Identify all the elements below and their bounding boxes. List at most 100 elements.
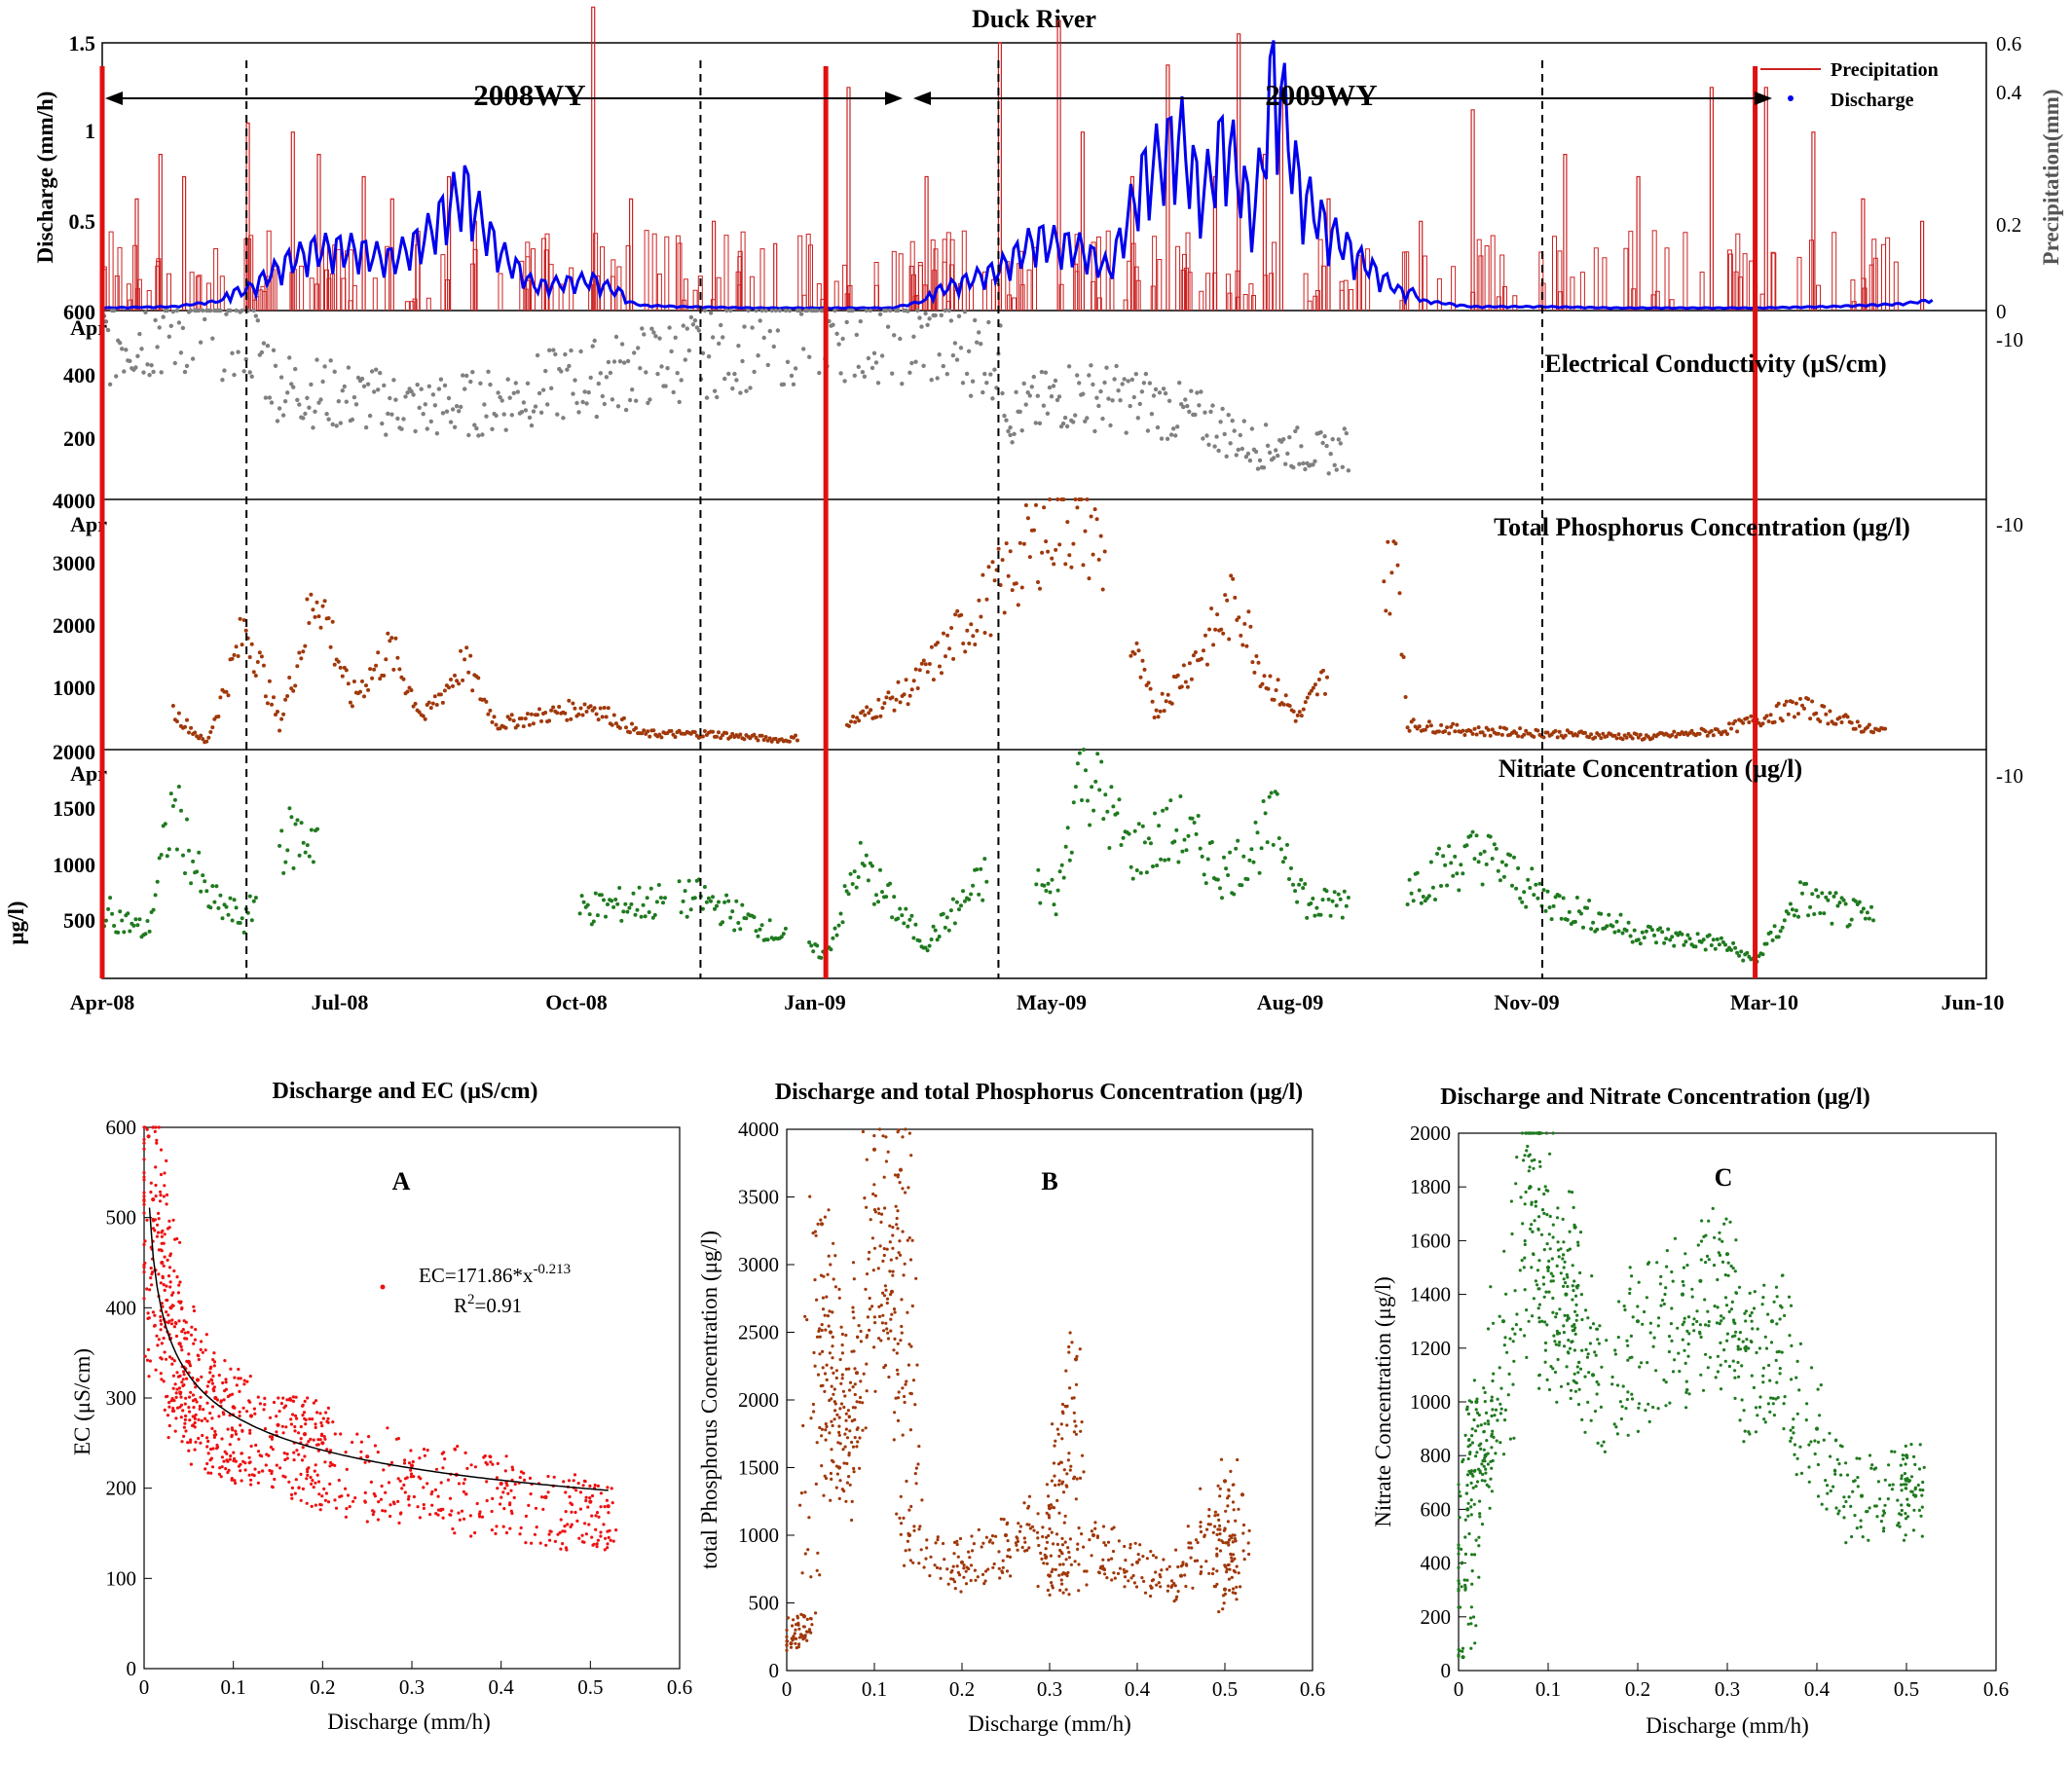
data-point [380, 421, 385, 426]
data-point [752, 369, 757, 375]
scatter-point [895, 1512, 899, 1516]
precip-bar [723, 235, 729, 311]
data-point [1128, 864, 1133, 869]
data-point [767, 918, 772, 923]
scatter-point [1744, 1319, 1748, 1323]
data-point [1061, 497, 1066, 501]
data-point [950, 897, 955, 901]
data-point [135, 923, 140, 928]
scatter-point [1530, 1158, 1534, 1162]
scatter-point [905, 1479, 908, 1484]
data-point [700, 734, 705, 739]
data-point [1055, 888, 1060, 893]
scatter-point [908, 1428, 913, 1432]
scatter-point [352, 1499, 355, 1503]
data-point [378, 370, 383, 376]
scatter-point [791, 1638, 795, 1642]
scatter-point [1001, 1559, 1005, 1563]
scatter-point [153, 1323, 157, 1328]
data-point [569, 348, 574, 353]
data-point [948, 908, 953, 913]
data-point [1034, 882, 1039, 887]
data-point [500, 398, 504, 403]
scatter-point [839, 1381, 843, 1385]
scatter-point [234, 1432, 239, 1436]
scatter-point [1057, 1479, 1061, 1483]
data-point [619, 342, 625, 347]
scatter-point [865, 1205, 869, 1209]
data-point [1130, 876, 1135, 881]
data-point [892, 333, 897, 338]
x-tick-label: 0.5 [1212, 1677, 1238, 1701]
scatter-point [1661, 1299, 1665, 1303]
data-point [166, 334, 171, 339]
data-point [927, 943, 932, 948]
scatter-point [832, 1460, 835, 1464]
scatter-point [1543, 1348, 1547, 1352]
data-point [726, 371, 731, 377]
data-point [931, 678, 936, 682]
scatter-point [196, 1353, 200, 1357]
data-point [1784, 699, 1789, 704]
scatter-point [154, 1183, 158, 1188]
scatter-point [823, 1215, 828, 1219]
data-point [886, 690, 891, 695]
data-point [610, 722, 614, 727]
data-point [120, 918, 125, 923]
scatter-point [161, 1305, 165, 1308]
scatter-point [1207, 1571, 1211, 1575]
data-point [704, 395, 710, 400]
data-point [174, 308, 180, 313]
data-point [1257, 458, 1263, 463]
data-point [832, 926, 837, 931]
data-point [496, 390, 500, 395]
data-point [1652, 933, 1656, 938]
data-point [328, 644, 333, 649]
data-point [281, 870, 286, 875]
data-point [1526, 877, 1531, 882]
scatter-point [1778, 1317, 1782, 1321]
scatter-point [1465, 1578, 1469, 1582]
data-point [599, 893, 604, 898]
data-point [748, 386, 753, 390]
precip-bar [1401, 251, 1407, 311]
scatter-point [145, 1218, 149, 1222]
data-point [438, 377, 444, 382]
scatter-point [1227, 1577, 1231, 1581]
scatter-point [594, 1527, 598, 1531]
scatter-point [1023, 1540, 1027, 1544]
scatter-point [229, 1367, 233, 1371]
scatter-point [279, 1402, 283, 1406]
data-point [624, 725, 628, 730]
scatter-point [902, 1516, 906, 1520]
scatter-point [1169, 1585, 1173, 1589]
scatter-point [900, 1324, 904, 1329]
scatter-point [409, 1472, 414, 1476]
scatter-point [1727, 1309, 1731, 1313]
scatter-point [1053, 1474, 1056, 1478]
scatter-point [1637, 1402, 1642, 1406]
scatter-point [314, 1481, 317, 1485]
data-point [1120, 382, 1125, 386]
data-point [702, 885, 707, 889]
scatter-point [1128, 1546, 1132, 1550]
scatter-point [211, 1447, 215, 1451]
data-point [623, 901, 628, 906]
scatter-b-ylabel: total Phosphorus Concentration (μg/l) [697, 1231, 722, 1569]
scatter-point [220, 1455, 224, 1459]
scatter-point [1737, 1338, 1741, 1342]
scatter-point [407, 1494, 411, 1498]
precip-bar [1314, 290, 1320, 311]
scatter-point [1888, 1483, 1892, 1488]
scatter-point [1210, 1571, 1215, 1576]
scatter-point [1637, 1280, 1641, 1284]
scatter-point [409, 1475, 413, 1479]
tp-series [170, 497, 1888, 745]
scatter-point [831, 1335, 834, 1339]
scatter-point [503, 1487, 507, 1490]
tp-panel-label: Total Phosphorus Concentration (μg/l) [1494, 513, 1910, 541]
precip-bar [675, 235, 681, 311]
scatter-point [230, 1435, 234, 1439]
precip-bar [1096, 297, 1102, 311]
